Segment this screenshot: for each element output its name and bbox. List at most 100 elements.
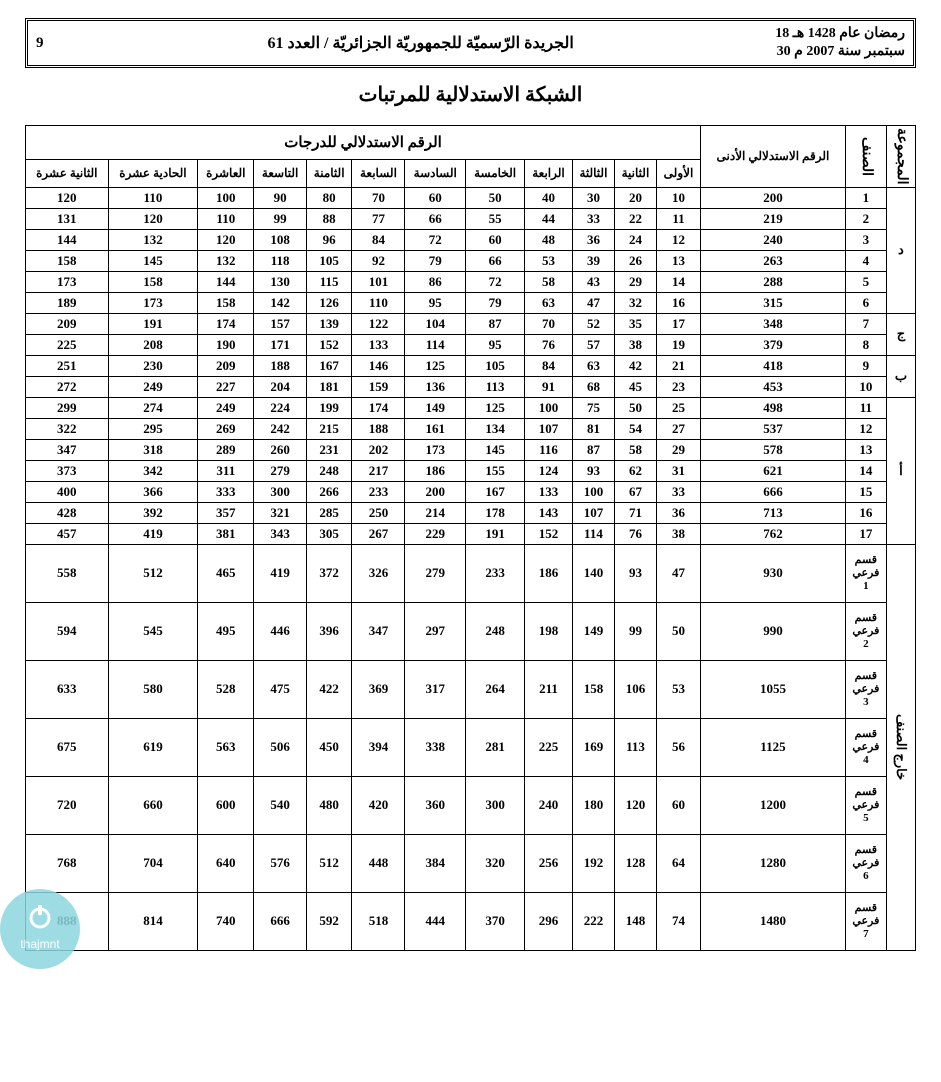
table-row: 1731581441301151018672584329142885 (26, 271, 916, 292)
value-cell: 465 (198, 544, 254, 602)
value-cell: 133 (525, 481, 573, 502)
class-cell: 4 (845, 250, 886, 271)
value-cell: 44 (525, 208, 573, 229)
value-cell: 400 (26, 481, 109, 502)
value-cell: 372 (306, 544, 352, 602)
value-cell: 55 (466, 208, 525, 229)
value-cell: 36 (572, 229, 614, 250)
value-cell: 130 (254, 271, 307, 292)
value-cell: 31 (656, 460, 700, 481)
value-cell: 32 (615, 292, 657, 313)
value-cell: 249 (108, 376, 198, 397)
section-cell: قسمفرعي4 (845, 718, 886, 776)
value-cell: 50 (466, 187, 525, 208)
min-index-cell: 379 (701, 334, 846, 355)
value-cell: 110 (108, 187, 198, 208)
value-cell: 180 (572, 776, 614, 834)
min-index-cell: 1280 (701, 834, 846, 892)
value-cell: 53 (525, 250, 573, 271)
value-cell: 74 (656, 892, 700, 950)
value-cell: 396 (306, 602, 352, 660)
value-cell: 146 (352, 355, 405, 376)
table-row: 1891731581421261109579634732163156 (26, 292, 916, 313)
value-cell: 300 (466, 776, 525, 834)
value-cell: 26 (615, 250, 657, 271)
value-cell: 230 (108, 355, 198, 376)
min-index-cell: 762 (701, 523, 846, 544)
value-cell: 52 (572, 313, 614, 334)
value-cell: 91 (525, 376, 573, 397)
min-index-cell: 1200 (701, 776, 846, 834)
class-cell: 16 (845, 502, 886, 523)
value-cell: 666 (254, 892, 307, 950)
value-cell: 768 (26, 834, 109, 892)
value-cell: 70 (525, 313, 573, 334)
table-row: 400366333300266233200167133100673366615 (26, 481, 916, 502)
value-cell: 58 (615, 439, 657, 460)
value-cell: 281 (466, 718, 525, 776)
table-header: الرقم الاستدلالي للدرجات الرقم الاستدلال… (26, 126, 916, 187)
value-cell: 248 (306, 460, 352, 481)
value-cell: 366 (108, 481, 198, 502)
value-cell: 202 (352, 439, 405, 460)
value-cell: 297 (405, 602, 466, 660)
value-cell: 100 (198, 187, 254, 208)
value-cell: 93 (572, 460, 614, 481)
value-cell: 448 (352, 834, 405, 892)
value-cell: 198 (525, 602, 573, 660)
class-cell: 2 (845, 208, 886, 229)
value-cell: 272 (26, 376, 109, 397)
value-cell: 149 (405, 397, 466, 418)
degree-col-header: الحادية عشرة (108, 159, 198, 187)
value-cell: 100 (525, 397, 573, 418)
value-cell: 740 (198, 892, 254, 950)
class-cell: 11 (845, 397, 886, 418)
value-cell: 17 (656, 313, 700, 334)
min-index-cell: 200 (701, 187, 846, 208)
min-index-cell: 315 (701, 292, 846, 313)
value-cell: 173 (108, 292, 198, 313)
value-cell: 186 (525, 544, 573, 602)
value-cell: 148 (615, 892, 657, 950)
degree-col-header: التاسعة (254, 159, 307, 187)
page-number: 9 (36, 35, 66, 52)
value-cell: 20 (615, 187, 657, 208)
value-cell: 222 (572, 892, 614, 950)
group-header: المجموعة (886, 126, 915, 187)
value-cell: 224 (254, 397, 307, 418)
value-cell: 381 (198, 523, 254, 544)
value-cell: 96 (306, 229, 352, 250)
value-cell: 279 (254, 460, 307, 481)
value-cell: 125 (466, 397, 525, 418)
value-cell: 120 (615, 776, 657, 834)
degree-col-header: الثانية (615, 159, 657, 187)
value-cell: 143 (525, 502, 573, 523)
table-body-sections: 5585124654193723262792331861409347930قسم… (26, 544, 916, 950)
value-cell: 54 (615, 418, 657, 439)
value-cell: 10 (656, 187, 700, 208)
watermark-text: thajmnt (20, 937, 59, 951)
value-cell: 115 (306, 271, 352, 292)
value-cell: 106 (615, 660, 657, 718)
value-cell: 209 (26, 313, 109, 334)
value-cell: 167 (466, 481, 525, 502)
value-cell: 704 (108, 834, 198, 892)
value-cell: 87 (572, 439, 614, 460)
min-index-header: الرقم الاستدلالي الأدنى (701, 126, 846, 187)
value-cell: 145 (466, 439, 525, 460)
value-cell: 428 (26, 502, 109, 523)
value-cell: 95 (466, 334, 525, 355)
value-cell: 512 (108, 544, 198, 602)
min-index-cell: 418 (701, 355, 846, 376)
degree-col-header: السادسة (405, 159, 466, 187)
min-index-cell: 1125 (701, 718, 846, 776)
value-cell: 63 (525, 292, 573, 313)
value-cell: 675 (26, 718, 109, 776)
table-row: 29927424922419917414912510075502549811أ (26, 397, 916, 418)
value-cell: 357 (198, 502, 254, 523)
value-cell: 131 (26, 208, 109, 229)
value-cell: 370 (466, 892, 525, 950)
value-cell: 140 (572, 544, 614, 602)
value-cell: 126 (306, 292, 352, 313)
value-cell: 84 (525, 355, 573, 376)
